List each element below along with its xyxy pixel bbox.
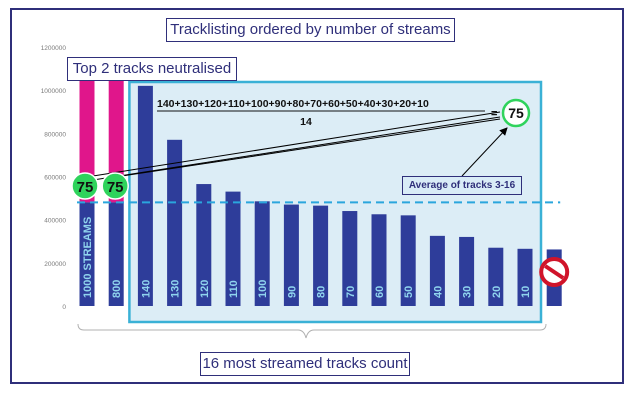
bar-label: 130 (170, 280, 182, 298)
connector-line (92, 111, 501, 177)
y-tick-label: 0 (62, 304, 66, 311)
formula-numerator: 140+130+120+110+100+90+80+70+60+50+40+30… (157, 98, 429, 110)
bar-label: 140 (140, 280, 152, 298)
bar (459, 236, 475, 306)
counted-tracks-panel (128, 80, 543, 324)
bar-label: 10 (520, 286, 532, 298)
bar-label: 50 (403, 286, 415, 298)
bar (283, 204, 299, 306)
bar-neutralised (79, 202, 95, 306)
bar-label: 120 (199, 280, 211, 298)
connector-line (92, 116, 501, 181)
bar (488, 247, 504, 306)
figure-frame (10, 8, 624, 384)
bar-label: 100 (257, 280, 269, 298)
bar-label: 1000 STREAMS (82, 217, 94, 298)
result-badge (501, 98, 531, 128)
connector-line (122, 118, 501, 177)
bottom-caption: 16 most streamed tracks count (200, 352, 410, 376)
neutralised-value: 75 (107, 179, 124, 196)
bar-label: 90 (286, 286, 298, 298)
y-tick-label: 1000000 (41, 88, 67, 95)
chart-title: Tracklisting ordered by number of stream… (166, 18, 455, 42)
neutralised-badge (101, 172, 129, 200)
bar-neutralised (108, 202, 124, 306)
bar (313, 205, 329, 306)
bar (371, 214, 387, 306)
bar-label: 40 (432, 286, 444, 298)
caption-bracket (77, 323, 547, 339)
bar (400, 215, 416, 306)
no-entry-slash (544, 264, 565, 280)
bar (254, 201, 270, 306)
bar (342, 211, 358, 306)
formula-equals: = (491, 108, 497, 120)
formula-denominator: 14 (300, 116, 312, 128)
y-tick-label: 600000 (44, 175, 66, 182)
average-arrow (461, 127, 508, 177)
y-tick-label: 800000 (44, 131, 66, 138)
y-tick-label: 1200000 (41, 45, 67, 52)
bar-label: 60 (374, 286, 386, 298)
neutralised-value: 75 (77, 179, 94, 196)
result-value: 75 (508, 105, 524, 121)
bar-label: 800 (111, 280, 123, 298)
bar (429, 235, 445, 306)
average-callout: Average of tracks 3-16 (402, 176, 522, 195)
bar (196, 184, 212, 306)
bar-label: 70 (345, 286, 357, 298)
neutralised-badge (71, 172, 99, 200)
bar (137, 85, 153, 306)
bar (225, 191, 241, 306)
bar-label: 30 (462, 286, 474, 298)
bar (167, 139, 183, 306)
bar (517, 248, 533, 306)
top2-callout: Top 2 tracks neutralised (67, 57, 237, 81)
y-tick-label: 400000 (44, 218, 66, 225)
bar-label: 110 (228, 280, 240, 298)
bar-label: 20 (491, 286, 503, 298)
y-tick-label: 200000 (44, 261, 66, 268)
bar-label: 80 (316, 286, 328, 298)
bar-top-overflow (79, 78, 95, 203)
